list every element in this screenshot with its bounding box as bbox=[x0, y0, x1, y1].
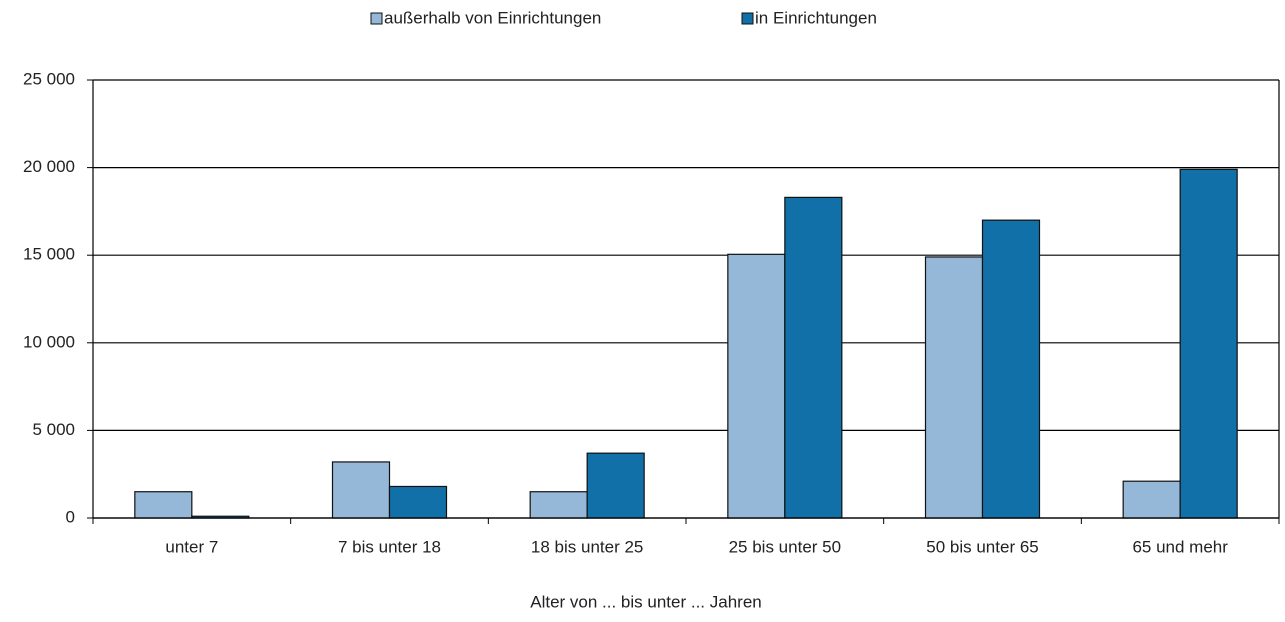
bar bbox=[388, 485, 448, 519]
x-tick-label: 65 und mehr bbox=[1132, 537, 1228, 556]
x-tick-label: 18 bis unter 25 bbox=[531, 537, 643, 556]
bar bbox=[727, 253, 786, 519]
x-tick-label: 25 bis unter 50 bbox=[729, 537, 841, 556]
bar bbox=[331, 461, 391, 519]
y-tick-label: 25 000 bbox=[23, 69, 75, 88]
x-tick-label: unter 7 bbox=[165, 537, 218, 556]
legend-label: außerhalb von Einrichtungen bbox=[384, 8, 601, 27]
bar bbox=[529, 491, 588, 519]
bar bbox=[134, 491, 193, 519]
legend-swatch bbox=[370, 12, 383, 25]
y-tick-label: 15 000 bbox=[23, 245, 75, 264]
y-tick-label: 20 000 bbox=[23, 157, 75, 176]
legend-swatch bbox=[741, 12, 754, 25]
bar bbox=[1122, 480, 1181, 519]
bar bbox=[981, 219, 1041, 519]
y-tick-label: 5 000 bbox=[32, 420, 75, 439]
y-tick-label: 0 bbox=[66, 507, 75, 526]
bar bbox=[1179, 168, 1238, 519]
legend-label: in Einrichtungen bbox=[755, 8, 877, 27]
x-axis-label: Alter von ... bis unter ... Jahren bbox=[530, 592, 762, 611]
x-tick-label: 7 bis unter 18 bbox=[338, 537, 441, 556]
x-tick-label: 50 bis unter 65 bbox=[926, 537, 1038, 556]
bar bbox=[924, 256, 984, 519]
y-tick-label: 10 000 bbox=[23, 332, 75, 351]
bar bbox=[784, 196, 843, 519]
bar bbox=[586, 452, 645, 519]
